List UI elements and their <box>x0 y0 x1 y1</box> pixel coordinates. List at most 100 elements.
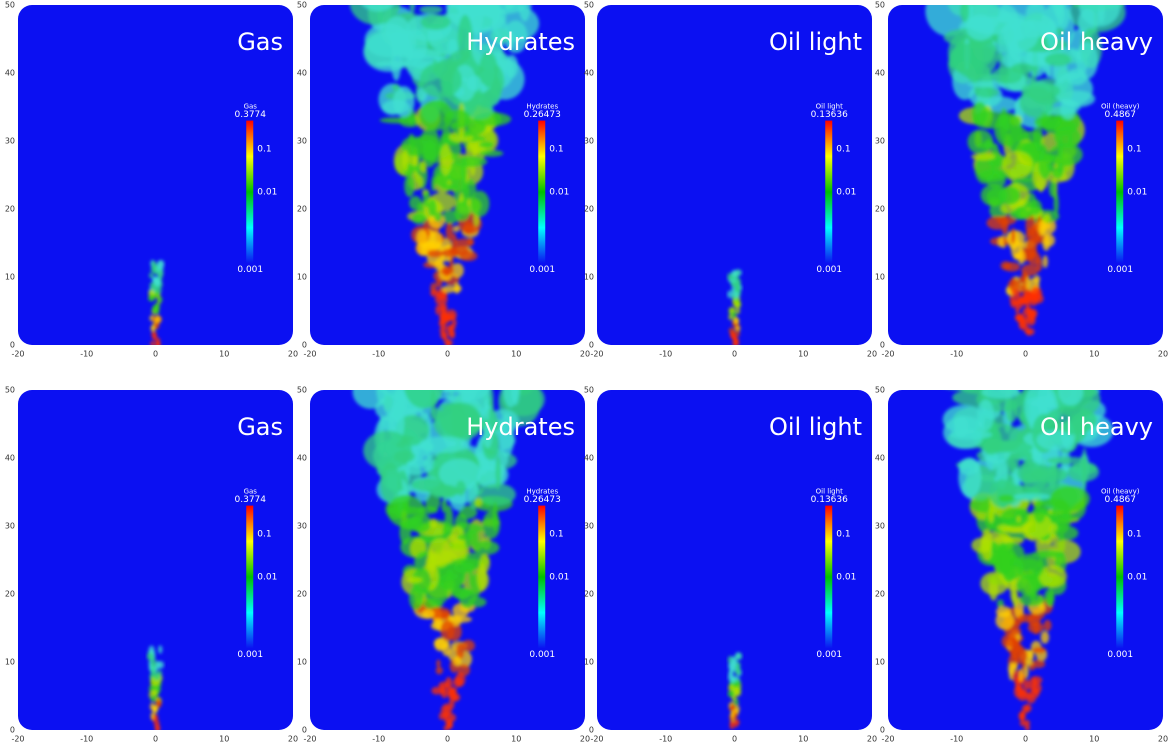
plume-blob <box>429 0 445 2</box>
plume-blob <box>439 712 444 720</box>
plume-blob <box>994 557 1012 575</box>
x-tick-label: -20 <box>881 350 894 359</box>
plume-blob <box>731 704 735 711</box>
panel: HydratesHydrates0.264730.10.010.001-20-1… <box>297 0 590 358</box>
plume-blob <box>150 703 155 711</box>
plume-blob <box>977 399 994 431</box>
plume-blob <box>456 360 467 395</box>
x-tick-label: -10 <box>950 735 963 744</box>
y-tick-label: 30 <box>297 137 307 146</box>
plume-blob <box>1009 209 1032 220</box>
plume-blob <box>1031 467 1068 483</box>
plume-blob <box>440 620 454 641</box>
plume-blob <box>950 43 995 68</box>
plume-blob <box>150 341 155 347</box>
plume-blob <box>150 677 155 686</box>
plume-blob <box>443 268 450 276</box>
y-tick-label: 10 <box>875 658 885 667</box>
plume-blob <box>461 157 467 184</box>
plume-blob <box>998 495 1014 503</box>
x-tick-label: 0 <box>445 735 450 744</box>
y-tick-label: 30 <box>297 522 307 531</box>
y-tick-label: 20 <box>297 590 307 599</box>
colorbar-tick-label: 0.01 <box>1127 188 1147 198</box>
plume-blob <box>1019 320 1026 329</box>
plume-blob <box>996 52 1003 62</box>
plume-blob <box>419 62 462 98</box>
plume-blob <box>984 0 1031 1</box>
plume-blob <box>155 726 160 733</box>
plume-blob <box>735 330 740 338</box>
plume-blob <box>1043 255 1048 268</box>
plume-blob <box>412 478 445 491</box>
x-tick-label: -10 <box>80 350 93 359</box>
plume-blob <box>1033 499 1046 523</box>
colorbar <box>246 121 253 264</box>
plume-blob <box>1054 126 1082 148</box>
plume-blob <box>1002 151 1033 179</box>
plume-blob <box>991 541 995 556</box>
plume-blob <box>411 0 417 3</box>
colorbar-max: 0.13636 <box>811 110 848 120</box>
y-tick-label: 0 <box>302 341 307 350</box>
plume-blob <box>1050 486 1090 512</box>
plume-blob <box>157 661 164 669</box>
plume-blob <box>451 233 457 253</box>
plume-blob <box>1041 631 1050 644</box>
plume-blob <box>981 184 1008 207</box>
y-tick-label: 10 <box>875 273 885 282</box>
panel: Oil lightOil light0.136360.10.010.001-20… <box>584 1 877 359</box>
x-tick-label: 20 <box>1158 350 1168 359</box>
panel: Oil heavyOil (heavy)0.48670.10.010.001-2… <box>875 0 1168 358</box>
plume-blob <box>158 645 162 654</box>
plume-blob <box>735 688 741 696</box>
plume-blob <box>150 325 154 331</box>
colorbar <box>538 506 545 649</box>
plume-blob <box>1019 711 1025 720</box>
y-tick-label: 10 <box>5 273 15 282</box>
plume-blob <box>1029 664 1035 670</box>
plume-blob <box>157 296 162 303</box>
y-tick-label: 40 <box>5 69 15 78</box>
plume-blob <box>445 505 454 537</box>
colorbar-max: 0.13636 <box>811 495 848 505</box>
plume-blob <box>436 667 443 675</box>
colorbar-tick-label: 0.01 <box>257 573 277 583</box>
plume-blob <box>453 656 462 666</box>
plume-blob <box>404 175 415 197</box>
plume-blob <box>149 294 155 300</box>
x-tick-label: -10 <box>950 350 963 359</box>
x-tick-label: -20 <box>303 735 316 744</box>
plume-blob <box>441 314 450 324</box>
plume-blob <box>1019 668 1023 682</box>
plume-blob <box>459 588 476 608</box>
plume-blob <box>472 145 477 157</box>
x-tick-label: -10 <box>80 735 93 744</box>
plume-blob <box>454 238 473 247</box>
y-tick-label: 0 <box>880 726 885 735</box>
colorbar-tick-label: 0.001 <box>237 265 263 275</box>
colorbar-tick-label: 0.001 <box>237 650 263 660</box>
plume-blob <box>495 456 500 491</box>
plume-blob <box>732 311 737 319</box>
x-tick-label: 20 <box>867 350 877 359</box>
plume-blob <box>440 144 452 176</box>
colorbar-max: 0.26473 <box>524 110 561 120</box>
y-tick-label: 50 <box>5 1 15 10</box>
colorbar-max: 0.4867 <box>1105 495 1137 505</box>
plume-blob <box>449 324 455 330</box>
plume-blob <box>981 529 993 560</box>
y-tick-label: 20 <box>875 205 885 214</box>
plume-blob <box>152 306 157 313</box>
plume-blob <box>1019 277 1027 283</box>
plume-blob <box>154 714 159 721</box>
x-tick-label: 10 <box>1089 350 1099 359</box>
plume-blob <box>728 685 735 691</box>
colorbar-max: 0.26473 <box>524 495 561 505</box>
plume-blob <box>454 282 460 293</box>
plume-blob <box>971 153 995 160</box>
plume-blob <box>448 688 453 700</box>
y-tick-label: 10 <box>297 273 307 282</box>
plume-blob <box>727 291 733 299</box>
x-tick-label: 0 <box>732 350 737 359</box>
